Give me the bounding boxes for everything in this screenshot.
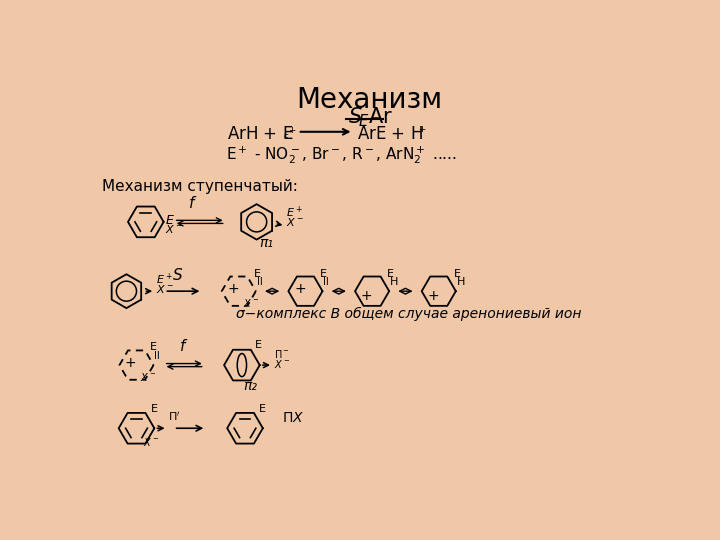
Text: +: +	[428, 289, 439, 303]
Text: +: +	[361, 289, 372, 303]
Text: $\it{X}^-$: $\it{X}^-$	[165, 224, 183, 235]
Text: II: II	[323, 277, 329, 287]
Text: ArH $+$ E: ArH $+$ E	[228, 125, 294, 143]
Text: E: E	[387, 268, 394, 279]
Text: $\it{E}$: $\it{E}$	[165, 214, 175, 227]
Text: Механизм: Механизм	[296, 86, 442, 114]
Text: E: E	[253, 268, 261, 279]
Text: +: +	[294, 282, 306, 296]
Text: $\it{X}^-$: $\it{X}^-$	[140, 372, 156, 383]
Text: II: II	[153, 351, 159, 361]
Text: E: E	[255, 340, 262, 350]
Text: $E^+$: $E^+$	[156, 271, 173, 287]
Text: H: H	[456, 277, 465, 287]
Text: Механизм ступенчатый:: Механизм ступенчатый:	[102, 179, 297, 194]
Text: $f$: $f$	[179, 338, 189, 354]
Text: $\Pi'$: $\Pi'$	[168, 410, 181, 423]
Text: +: +	[125, 356, 136, 370]
Text: $S$: $S$	[172, 267, 183, 284]
Text: $\Pi X$: $\Pi X$	[282, 411, 305, 425]
Text: $^+$: $^+$	[287, 126, 297, 139]
Text: $\Pi^-$: $\Pi^-$	[274, 348, 289, 360]
Text: π₂: π₂	[243, 379, 258, 393]
Text: E: E	[150, 404, 158, 414]
Text: II: II	[256, 277, 262, 287]
Text: $f$: $f$	[189, 195, 198, 211]
Text: ArE $+$ H: ArE $+$ H	[357, 125, 423, 143]
Text: E$^+$ - NO$_2^-$, Br$^-$, R$^-$, ArN$_2^+$ .....: E$^+$ - NO$_2^-$, Br$^-$, R$^-$, ArN$_2^…	[225, 144, 456, 166]
Text: E: E	[320, 268, 327, 279]
Text: $\it{X}^-$: $\it{X}^-$	[143, 436, 159, 448]
Text: +: +	[228, 282, 239, 296]
Text: E: E	[454, 268, 461, 279]
Text: $\it{X}^-$: $\it{X}^-$	[286, 217, 304, 228]
Text: σ−комплекс В общем случае аренониевый ион: σ−комплекс В общем случае аренониевый ио…	[235, 307, 581, 321]
Text: E: E	[150, 342, 157, 353]
Text: E: E	[259, 404, 266, 414]
Text: $^+$: $^+$	[417, 126, 427, 139]
Text: $\it{X}^-$: $\it{X}^-$	[156, 284, 174, 295]
Text: $_E$: $_E$	[283, 130, 290, 142]
Text: $\it{X}^-$: $\it{X}^-$	[274, 358, 290, 370]
Text: H: H	[390, 277, 398, 287]
Text: $E^+$: $E^+$	[286, 205, 303, 220]
Text: $\it{X}^-$: $\it{X}^-$	[243, 298, 259, 309]
Text: π₁: π₁	[259, 235, 273, 249]
Text: $S_{\!E}$Ar: $S_{\!E}$Ar	[348, 106, 394, 129]
